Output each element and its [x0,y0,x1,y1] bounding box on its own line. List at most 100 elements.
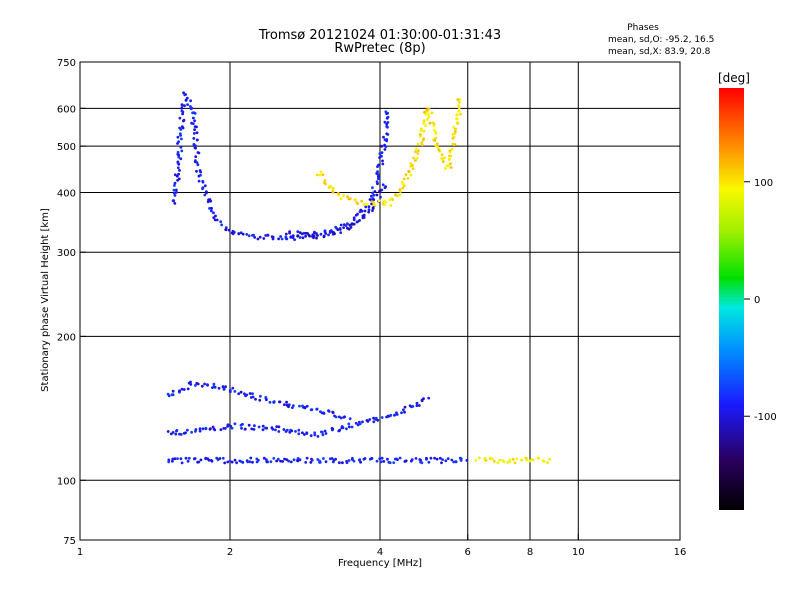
data-point [417,404,421,407]
data-point [363,457,367,460]
data-point [458,100,461,104]
data-point [367,210,371,214]
data-point [371,186,374,190]
data-point [531,458,535,462]
data-point [377,176,381,180]
data-point [278,400,281,404]
data-point [393,457,397,461]
data-point [498,458,502,462]
data-point [452,126,456,129]
data-point [427,115,431,119]
data-point [192,116,195,120]
data-point [380,456,384,460]
data-point [404,459,408,463]
data-point [338,428,342,432]
data-point [237,392,241,396]
data-point [209,427,212,431]
data-point [366,420,370,423]
data-point [474,459,478,462]
data-point [210,459,214,463]
data-point [414,159,417,162]
data-point [450,147,454,151]
data-point [303,433,306,436]
data-point [213,218,217,222]
data-point [422,137,425,141]
data-point [296,230,300,234]
data-point [247,234,251,238]
data-point [450,458,454,462]
data-point [324,182,327,186]
data-point [415,401,419,405]
data-point [298,458,302,462]
data-point [404,173,408,177]
data-point [424,124,428,127]
data-point [374,416,378,420]
data-point [284,235,288,239]
data-point [203,193,207,197]
data-point [400,411,403,415]
data-point [201,179,205,183]
data-point [224,385,228,388]
data-point [210,207,213,210]
data-point [277,425,281,429]
data-point [247,423,251,427]
y-tick-label: 200 [57,332,76,343]
data-point [179,145,183,149]
data-point [416,149,420,153]
data-point [316,234,319,237]
data-point [251,392,254,396]
data-point [289,235,293,239]
data-point [324,432,328,435]
data-point [330,426,334,430]
y-tick-label: 600 [57,104,76,115]
data-point [385,138,389,141]
data-point [171,389,175,393]
data-point [285,403,289,407]
data-point [193,119,197,123]
data-point [186,428,189,432]
data-point [215,456,219,460]
data-point [304,231,308,235]
data-point [209,199,213,203]
data-points [166,91,551,465]
data-point [528,459,532,463]
data-point [198,427,202,431]
data-point [195,161,199,164]
data-point [180,387,184,391]
data-point [279,235,282,238]
data-point [298,236,302,239]
data-point [454,127,457,131]
data-point [380,188,384,192]
data-point [285,458,289,462]
data-point [370,457,374,460]
data-point [249,456,253,460]
data-point [212,211,215,215]
data-point [176,166,180,170]
data-point [386,457,389,461]
data-point [438,456,442,460]
data-point [187,456,191,460]
data-point [368,418,372,421]
data-point [246,460,250,464]
data-point [383,143,386,147]
data-point [339,223,343,227]
data-point [178,389,181,393]
data-point [266,460,269,464]
data-point [372,193,376,197]
data-point [264,426,267,430]
data-point [406,176,410,180]
data-point [197,179,201,183]
data-point [433,456,436,460]
y-tick-label: 750 [57,58,76,69]
data-point [444,167,447,170]
data-point [449,154,453,158]
data-point [478,456,481,460]
data-point [303,406,307,410]
data-point [309,461,313,464]
data-point [367,208,371,212]
data-point [173,184,176,187]
data-point [171,431,175,434]
data-point [415,404,419,407]
data-point [408,404,412,408]
